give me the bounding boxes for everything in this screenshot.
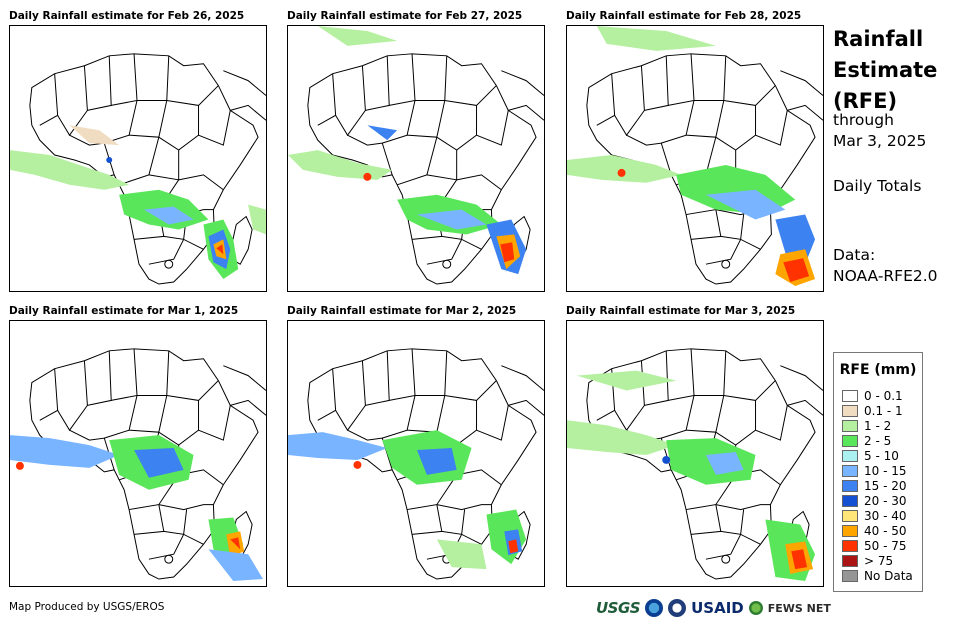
legend-label: 5 - 10 [864, 449, 899, 463]
rainfall-map-4 [9, 320, 267, 587]
panel-title-1: Daily Rainfall estimate for Feb 26, 2025 [9, 10, 245, 22]
panel-title-5: Daily Rainfall estimate for Mar 2, 2025 [287, 305, 517, 317]
through-date: Mar 3, 2025 [833, 132, 927, 150]
legend-title: RFE (mm) [839, 362, 917, 378]
legend-item: 50 - 75 [842, 539, 907, 553]
legend-item: 20 - 30 [842, 494, 907, 508]
legend-item: 40 - 50 [842, 524, 907, 538]
rfe-title-line3: (RFE) [833, 89, 898, 113]
legend-label: 0 - 0.1 [864, 389, 903, 403]
legend-swatch [842, 525, 858, 537]
legend-item: 15 - 20 [842, 479, 907, 493]
legend-label: 50 - 75 [864, 539, 907, 553]
panel-title-4: Daily Rainfall estimate for Mar 1, 2025 [9, 305, 239, 317]
usaid-logo: USAID [691, 599, 744, 617]
legend-item: 1 - 2 [842, 419, 891, 433]
panel-title-6: Daily Rainfall estimate for Mar 3, 2025 [566, 305, 796, 317]
rfe-title: Rainfall Estimate (RFE) [833, 24, 937, 117]
partner-logos: USGS USAID FEWS NET [596, 598, 831, 618]
rainfall-map-1 [9, 25, 267, 292]
legend-label: 2 - 5 [864, 434, 892, 448]
seal-logo-icon [668, 599, 687, 617]
usgs-logo: USGS [596, 599, 641, 617]
legend-swatch [842, 540, 858, 552]
legend-item: 5 - 10 [842, 449, 899, 463]
map-credit: Map Produced by USGS/EROS [9, 601, 165, 613]
panel-title-3: Daily Rainfall estimate for Feb 28, 2025 [566, 10, 802, 22]
rainfall-map-3 [566, 25, 824, 292]
legend-swatch [842, 420, 858, 432]
legend-swatch [842, 570, 858, 582]
legend-swatch [842, 405, 858, 417]
rainfall-map-2 [287, 25, 545, 292]
legend-swatch [842, 480, 858, 492]
legend-label: 40 - 50 [864, 524, 907, 538]
legend-swatch [842, 495, 858, 507]
through-label: through [833, 111, 894, 129]
globe-icon [748, 601, 763, 615]
legend-label: No Data [864, 569, 913, 583]
legend-item: 30 - 40 [842, 509, 907, 523]
legend-item: 10 - 15 [842, 464, 907, 478]
map-svg-1 [10, 53, 266, 285]
fews-net-logo: FEWS NET [767, 601, 831, 615]
legend-swatch [842, 465, 858, 477]
rainfall-map-5 [287, 320, 545, 587]
legend-label: 10 - 15 [864, 464, 907, 478]
legend-label: 0.1 - 1 [864, 404, 903, 418]
rfe-title-line2: Estimate [833, 58, 938, 82]
rainfall-map-6 [566, 320, 824, 587]
legend-item: 0 - 0.1 [842, 389, 903, 403]
map-svg-5 [288, 348, 544, 580]
data-label: Data: [833, 246, 876, 264]
legend-item: > 75 [842, 554, 893, 568]
panel-title-2: Daily Rainfall estimate for Feb 27, 2025 [287, 10, 523, 22]
legend-item: 0.1 - 1 [842, 404, 903, 418]
legend-swatch [842, 390, 858, 402]
daily-totals-label: Daily Totals [833, 177, 922, 195]
legend-swatch [842, 510, 858, 522]
noaa-logo-icon [645, 599, 664, 617]
legend-label: 20 - 30 [864, 494, 907, 508]
legend-label: 30 - 40 [864, 509, 907, 523]
legend-label: 1 - 2 [864, 419, 892, 433]
data-source: NOAA-RFE2.0 [833, 267, 938, 285]
legend-swatch [842, 435, 858, 447]
rfe-title-line1: Rainfall [833, 27, 924, 51]
map-svg-4 [10, 348, 266, 582]
map-svg-6 [567, 348, 823, 582]
map-svg-2 [288, 26, 544, 285]
legend-item: No Data [842, 569, 913, 583]
legend-item: 2 - 5 [842, 434, 891, 448]
map-svg-3 [567, 26, 823, 287]
legend-label: 15 - 20 [864, 479, 907, 493]
legend-swatch [842, 555, 858, 567]
legend-swatch [842, 450, 858, 462]
legend-label: > 75 [864, 554, 894, 568]
